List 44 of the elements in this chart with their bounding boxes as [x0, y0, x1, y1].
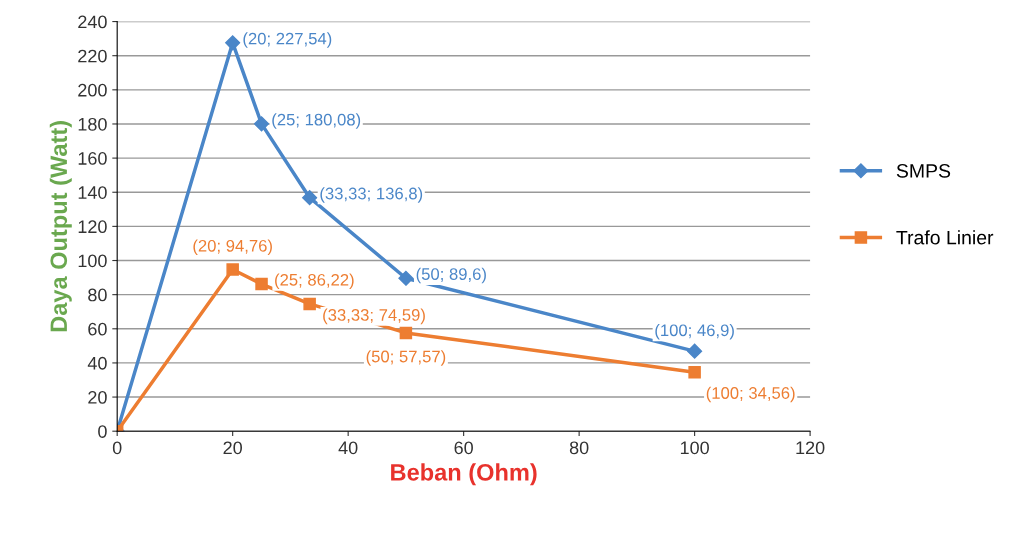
data-label: (50; 89,6): [416, 267, 486, 284]
data-label: (100; 34,56): [706, 386, 795, 403]
x-tick-label: 0: [112, 441, 122, 455]
y-tick-label: 20: [88, 391, 107, 404]
x-tick-label: 20: [223, 441, 243, 455]
point: [688, 365, 701, 379]
data-label: (33,33; 74,59): [323, 308, 425, 325]
point: [303, 297, 316, 311]
y-tick-label: 120: [78, 220, 107, 234]
data-label: (33,33; 136,8): [320, 187, 423, 203]
point: [398, 270, 414, 286]
y-tick-label: 60: [88, 322, 107, 336]
y-tick-label: 220: [78, 49, 107, 63]
point: [687, 343, 703, 359]
data-label: (20; 227,54): [243, 32, 332, 48]
x-axis-title: Beban (Ohm): [391, 463, 537, 486]
point: [225, 35, 241, 51]
x-tick-label: 60: [454, 441, 473, 455]
y-tick-label: 100: [78, 254, 107, 268]
y-tick-label: 0: [98, 425, 107, 438]
x-tick-label: 120: [796, 441, 825, 455]
data-label: (100; 46,9): [655, 323, 734, 340]
y-tick-label: 200: [78, 83, 107, 97]
x-tick-label: 80: [569, 441, 589, 455]
point: [255, 277, 268, 291]
y-axis-title: Daya Output (Watt): [49, 121, 72, 332]
y-tick-label: 80: [88, 288, 107, 302]
y-tick-label: 140: [78, 186, 107, 199]
legend-label: SMPS: [896, 163, 951, 178]
data-label: (20; 94,76): [193, 239, 272, 255]
y-tick-label: 180: [78, 117, 107, 131]
data-label: (25; 86,22): [275, 273, 354, 290]
x-tick-label: 40: [338, 441, 358, 455]
point: [302, 190, 318, 206]
point: [253, 116, 270, 132]
data-label: (50; 57,57): [366, 350, 446, 366]
point: [226, 263, 239, 276]
y-tick-label: 240: [78, 15, 107, 29]
point: [399, 326, 413, 340]
y-tick-label: 160: [78, 152, 107, 165]
data-label: (25; 180,08): [272, 113, 361, 129]
x-tick-label: 100: [680, 441, 709, 455]
y-tick-label: 40: [87, 356, 107, 370]
legend-label: Trafo Linier: [896, 230, 994, 245]
